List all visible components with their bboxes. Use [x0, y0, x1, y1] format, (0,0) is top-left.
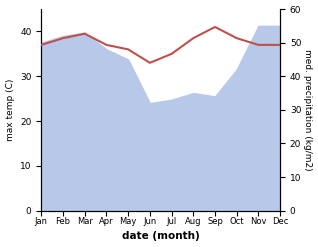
Y-axis label: max temp (C): max temp (C) [5, 79, 15, 141]
Y-axis label: med. precipitation (kg/m2): med. precipitation (kg/m2) [303, 49, 313, 171]
X-axis label: date (month): date (month) [122, 231, 200, 242]
